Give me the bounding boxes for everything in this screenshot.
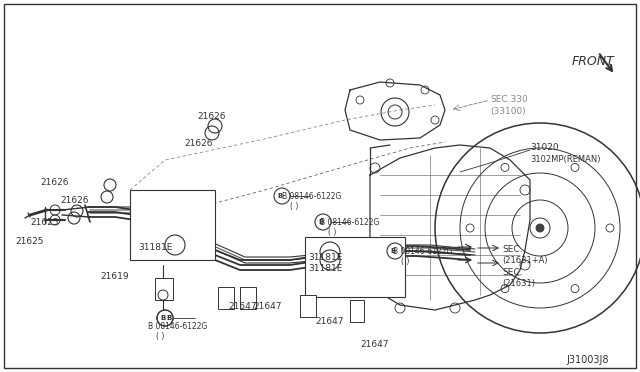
Text: 21626: 21626 [40, 178, 68, 187]
Text: B 08146-6122G: B 08146-6122G [282, 192, 341, 201]
Text: 21626: 21626 [184, 139, 212, 148]
Text: 21619: 21619 [100, 272, 129, 281]
Text: SEC.: SEC. [502, 245, 522, 254]
Bar [155, 278, 173, 300]
Text: B: B [161, 315, 166, 321]
Text: ( ): ( ) [290, 202, 298, 211]
Text: B 08146-6122G: B 08146-6122G [393, 247, 452, 256]
Text: 21626: 21626 [197, 112, 225, 121]
Text: B: B [166, 315, 172, 321]
Text: 31181E: 31181E [308, 264, 342, 273]
Text: 21647: 21647 [228, 302, 257, 311]
Text: SEC.330: SEC.330 [490, 95, 528, 104]
Text: 21626: 21626 [60, 196, 88, 205]
Text: 21625: 21625 [30, 218, 58, 227]
Text: ( ): ( ) [328, 228, 337, 237]
Text: 21647: 21647 [253, 302, 282, 311]
Bar [300, 295, 316, 317]
Bar [218, 287, 234, 309]
Text: B 08146-6122G: B 08146-6122G [148, 322, 207, 331]
Text: 21647: 21647 [360, 340, 388, 349]
Text: J31003J8: J31003J8 [566, 355, 609, 365]
Bar [240, 287, 256, 309]
Text: B: B [318, 219, 324, 225]
Text: SEC.: SEC. [502, 268, 522, 277]
Bar [130, 190, 215, 260]
Text: B: B [390, 248, 396, 254]
Text: 31020: 31020 [530, 143, 559, 152]
Text: ( ): ( ) [156, 332, 164, 341]
Circle shape [536, 224, 544, 232]
Text: FRONT: FRONT [572, 55, 615, 68]
Text: 21625: 21625 [15, 237, 44, 246]
Text: (21631+A): (21631+A) [502, 256, 548, 265]
Bar [305, 237, 405, 297]
Text: B: B [277, 193, 283, 199]
Text: (33100): (33100) [490, 107, 525, 116]
Text: 31181E: 31181E [138, 243, 172, 252]
Text: B 08146-6122G: B 08146-6122G [320, 218, 380, 227]
Text: 3102MP(REMAN): 3102MP(REMAN) [530, 155, 600, 164]
Text: ( ): ( ) [401, 257, 410, 266]
Text: (21631): (21631) [502, 279, 535, 288]
Bar [350, 300, 364, 322]
Text: 21647: 21647 [315, 317, 344, 326]
Text: 31181E: 31181E [308, 253, 342, 262]
